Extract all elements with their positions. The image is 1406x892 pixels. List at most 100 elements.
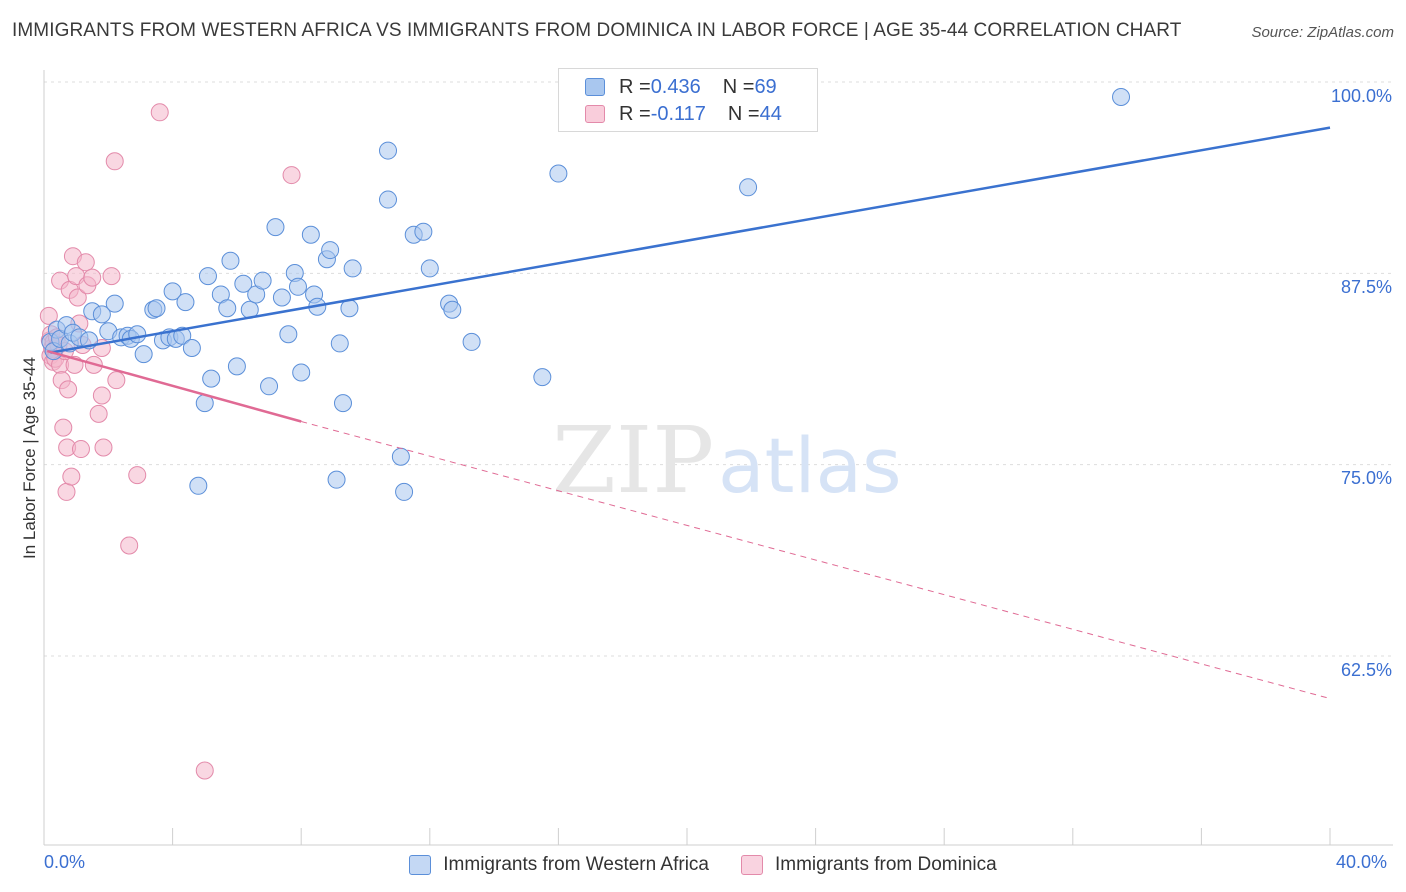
x-tick-label-min: 0.0% bbox=[44, 852, 86, 872]
series-legend: Immigrants from Western Africa Immigrant… bbox=[0, 851, 1406, 879]
western-africa-point bbox=[260, 377, 279, 396]
axes bbox=[43, 70, 1393, 846]
dominica-point bbox=[71, 440, 90, 459]
western-africa-point bbox=[420, 259, 439, 278]
western-africa-point bbox=[391, 447, 410, 466]
legend-item-dominica[interactable]: Immigrants from Dominica bbox=[741, 854, 997, 876]
x-tick-label-max: 40.0% bbox=[1336, 852, 1388, 872]
western-africa-point bbox=[1112, 88, 1131, 106]
western-africa-point bbox=[462, 332, 481, 351]
western-africa-point bbox=[163, 282, 182, 301]
legend-label: Immigrants from Western Africa bbox=[443, 854, 709, 875]
western-africa-point bbox=[321, 241, 340, 260]
legend-n-value: 69 bbox=[754, 75, 777, 98]
grid-lines bbox=[44, 81, 1393, 657]
dominica-trend-extension bbox=[301, 421, 1331, 700]
legend-row-western-africa: R = 0.436 N = 69 bbox=[585, 74, 777, 100]
legend-n-label: N = bbox=[727, 102, 760, 125]
western-africa-point bbox=[330, 334, 349, 353]
x-axis-ticks bbox=[43, 828, 1331, 845]
western-africa-point bbox=[292, 363, 311, 382]
dominica-point bbox=[150, 103, 169, 122]
dominica-point bbox=[92, 386, 111, 405]
legend-swatch-blue bbox=[409, 855, 432, 875]
legend-swatch-pink bbox=[585, 105, 605, 123]
western-africa-point bbox=[414, 222, 433, 241]
dominica-point bbox=[83, 268, 102, 287]
western-africa-point bbox=[288, 277, 307, 296]
dominica-point bbox=[282, 166, 301, 185]
legend-swatch-blue bbox=[585, 78, 605, 96]
y-tick-label-62-5: 62.5% bbox=[1340, 660, 1392, 680]
western-africa-points bbox=[41, 88, 1131, 501]
chart-title: IMMIGRANTS FROM WESTERN AFRICA VS IMMIGR… bbox=[12, 20, 1182, 41]
western-africa-point bbox=[343, 259, 362, 278]
dominica-point bbox=[59, 380, 78, 399]
legend-n-label: N = bbox=[722, 75, 755, 98]
dominica-point bbox=[76, 253, 95, 272]
western-africa-point bbox=[279, 325, 298, 344]
watermark-zip: ZIP bbox=[552, 407, 714, 514]
western-africa-point bbox=[189, 476, 208, 495]
western-africa-point bbox=[147, 299, 166, 318]
trend-lines bbox=[46, 126, 1331, 700]
dominica-point bbox=[68, 288, 87, 307]
zipatlas-watermark: ZIP atlas bbox=[552, 407, 902, 514]
western-africa-point bbox=[266, 218, 285, 237]
correlation-legend: R = 0.436 N = 69 R = -0.117 N = 44 bbox=[558, 68, 818, 132]
western-africa-point bbox=[234, 274, 253, 293]
western-africa-point bbox=[221, 251, 240, 270]
dominica-point bbox=[102, 267, 121, 286]
western-africa-point bbox=[253, 271, 272, 290]
legend-n-value: 44 bbox=[759, 102, 782, 125]
legend-r-label: R = bbox=[619, 75, 651, 98]
western-africa-point bbox=[173, 326, 192, 345]
western-africa-point bbox=[176, 293, 195, 312]
western-africa-point bbox=[272, 288, 291, 307]
western-africa-point bbox=[227, 357, 246, 376]
legend-swatch-pink bbox=[741, 855, 763, 875]
dominica-point bbox=[107, 371, 126, 390]
legend-item-western-africa[interactable]: Immigrants from Western Africa bbox=[409, 854, 709, 876]
dominica-point bbox=[128, 466, 147, 485]
y-tick-label-75: 75.0% bbox=[1340, 468, 1392, 488]
dominica-point bbox=[89, 404, 108, 423]
western-africa-point bbox=[327, 470, 346, 489]
western-africa-trend-line bbox=[50, 126, 1331, 354]
western-africa-point bbox=[533, 368, 552, 387]
western-africa-point bbox=[379, 190, 398, 209]
dominica-point bbox=[62, 467, 81, 486]
western-africa-point bbox=[218, 299, 237, 318]
watermark-atlas: atlas bbox=[718, 421, 902, 510]
dominica-point bbox=[195, 761, 214, 780]
western-africa-point bbox=[92, 305, 111, 324]
legend-r-label: R = bbox=[619, 102, 651, 125]
legend-r-value: 0.436 bbox=[650, 75, 701, 98]
western-africa-point bbox=[134, 345, 153, 364]
western-africa-point bbox=[198, 267, 217, 286]
western-africa-point bbox=[202, 369, 221, 388]
western-africa-point bbox=[182, 339, 201, 358]
dominica-point bbox=[54, 418, 73, 437]
y-tick-label-100: 100.0% bbox=[1330, 86, 1392, 106]
western-africa-point bbox=[301, 225, 320, 244]
western-africa-point bbox=[549, 164, 568, 183]
dominica-point bbox=[57, 482, 76, 501]
dominica-point bbox=[39, 306, 58, 325]
western-africa-point bbox=[128, 325, 147, 344]
western-africa-point bbox=[105, 294, 124, 313]
dominica-point bbox=[105, 152, 124, 171]
western-africa-point bbox=[443, 300, 462, 319]
legend-label: Immigrants from Dominica bbox=[775, 854, 997, 875]
legend-row-dominica: R = -0.117 N = 44 bbox=[585, 101, 782, 127]
western-africa-point bbox=[395, 482, 414, 501]
dominica-point bbox=[120, 536, 139, 555]
western-africa-point bbox=[333, 394, 352, 413]
legend-r-value: -0.117 bbox=[650, 102, 706, 125]
source-label: Source: ZipAtlas.com bbox=[1251, 24, 1394, 41]
dominica-trend-line bbox=[46, 349, 302, 423]
dominica-point bbox=[94, 438, 113, 457]
western-africa-point bbox=[739, 178, 758, 197]
dominica-points bbox=[39, 103, 301, 780]
